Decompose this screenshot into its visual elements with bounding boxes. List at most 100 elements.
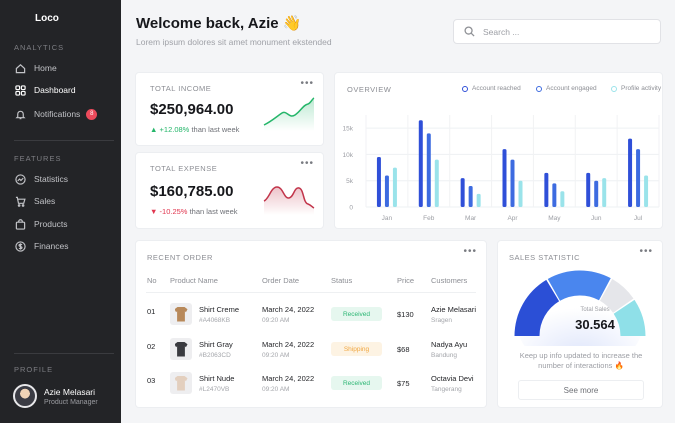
bar: [510, 159, 515, 207]
bar: [418, 120, 423, 207]
delta-suffix: than last week: [189, 207, 238, 216]
gauge-value: 30.564: [575, 317, 615, 332]
product-sku: #B2063CD: [199, 352, 231, 359]
sidebar-item-label: Products: [34, 219, 68, 229]
legend-label: Account engaged: [546, 85, 597, 92]
product-sku: #L2470VB: [199, 386, 230, 393]
sidebar-item-products[interactable]: Products: [0, 214, 121, 234]
bar: [594, 180, 599, 207]
income-delta-value: +12.08%: [159, 125, 190, 134]
see-more-button[interactable]: See more: [518, 380, 644, 400]
profile-name: Azie Melasari: [44, 386, 96, 397]
delta-suffix: than last week: [191, 125, 240, 134]
profile-card[interactable]: Azie Melasari Product Manager: [13, 384, 98, 408]
sidebar-item-label: Notifications: [34, 109, 81, 119]
card-title: RECENT ORDER: [147, 253, 213, 262]
app-logo: Loco: [35, 13, 59, 24]
gauge-segment: [613, 299, 646, 336]
expense-delta: ▼ -10.25% than last week: [150, 207, 238, 216]
legend-dot: [462, 85, 468, 92]
legend-label: Profile activity: [621, 85, 662, 92]
bar: [426, 133, 431, 207]
bar: [376, 157, 381, 207]
bar: [392, 167, 397, 207]
order-date: March 24, 2022: [262, 374, 315, 383]
sidebar-item-label: Dashboard: [34, 85, 76, 95]
search-icon: [464, 26, 475, 37]
more-options-icon[interactable]: •••: [300, 158, 314, 169]
income-value: $250,964.00: [150, 101, 234, 118]
card-title: OVERVIEW: [347, 85, 392, 94]
dashboard-icon: [14, 84, 26, 96]
order-time: 09:20 AM: [262, 317, 290, 324]
product-thumbnail: [170, 372, 192, 394]
legend-label: Account reached: [472, 85, 521, 92]
sidebar-item-finances[interactable]: Finances: [0, 236, 121, 256]
sidebar-item-dashboard[interactable]: Dashboard: [0, 80, 121, 100]
sidebar-item-statistics[interactable]: Statistics: [0, 169, 121, 189]
x-tick-label: Mar: [465, 215, 477, 222]
bar: [628, 138, 633, 207]
gauge-label: Total Sales: [580, 307, 610, 313]
notification-count-badge: 8: [86, 108, 98, 120]
customer-city: Tangerang: [431, 386, 462, 393]
legend-dot: [611, 85, 617, 92]
product-name: Shirt Gray: [199, 340, 233, 349]
sidebar-item-label: Sales: [34, 196, 56, 206]
bar: [384, 175, 389, 207]
column-header: Order Date: [262, 276, 300, 285]
x-tick-label: Apr: [507, 215, 518, 222]
overview-bar-chart: 0 5k 10k 15k Jan Feb Mar Apr May Jun Jul: [343, 115, 660, 222]
order-date: March 24, 2022: [262, 340, 315, 349]
customer-name: Nadya Ayu: [431, 340, 468, 349]
sidebar-item-home[interactable]: Home: [0, 58, 121, 78]
order-time: 09:20 AM: [262, 352, 290, 359]
more-options-icon[interactable]: •••: [639, 246, 653, 257]
card-title: SALES STATISTIC: [509, 253, 580, 262]
total-expense-card: TOTAL EXPENSE ••• $160,785.00 ▼ -10.25% …: [136, 153, 323, 228]
sidebar-divider: [14, 353, 114, 354]
y-tick-label: 10k: [343, 152, 354, 159]
legend-item: Account engaged: [536, 85, 597, 92]
search-input[interactable]: [483, 26, 643, 37]
sidebar-item-sales[interactable]: Sales: [0, 191, 121, 211]
analytics-section-label: ANALYTICS: [14, 43, 65, 52]
recent-order-card: RECENT ORDER •••: [136, 241, 486, 407]
bar: [602, 178, 607, 207]
more-options-icon[interactable]: •••: [300, 78, 314, 89]
column-header: Status: [331, 276, 353, 285]
legend-item: Account reached: [462, 85, 521, 92]
wave-emoji: 👋: [282, 15, 302, 32]
order-time: 09:20 AM: [262, 386, 290, 393]
more-options-icon[interactable]: •••: [463, 246, 477, 257]
bar: [460, 178, 465, 207]
sidebar-divider: [14, 140, 114, 141]
product-name: Shirt Creme: [199, 305, 240, 314]
sales-gauge: [514, 270, 646, 346]
x-tick-label: Jan: [382, 215, 393, 222]
column-header: No: [147, 276, 157, 285]
status-badge: Shipping: [331, 342, 382, 356]
bag-icon: [14, 218, 26, 230]
search-box[interactable]: [453, 19, 661, 44]
bar: [636, 149, 641, 207]
sidebar-item-notifications[interactable]: Notifications 8: [0, 104, 121, 124]
bar: [502, 149, 507, 207]
bar: [468, 185, 473, 207]
bar: [544, 172, 549, 207]
trend-down-icon: ▼: [150, 207, 158, 216]
order-price: $130: [397, 310, 414, 319]
x-tick-label: May: [548, 215, 561, 222]
customer-city: Bandung: [431, 352, 458, 359]
x-tick-label: Jul: [634, 215, 643, 222]
order-no: 02: [147, 342, 156, 351]
order-no: 01: [147, 307, 156, 316]
customer-name: Azie Melasari: [431, 305, 477, 314]
trend-icon: [14, 173, 26, 185]
gauge-segment: [547, 270, 611, 301]
order-price: $75: [397, 379, 410, 388]
total-income-card: TOTAL INCOME ••• $250,964.00 ▲ +12.08% t…: [136, 73, 323, 145]
shirt-icon: [174, 341, 188, 357]
customer-city: Sragen: [431, 317, 452, 324]
column-header: Customers: [431, 276, 468, 285]
